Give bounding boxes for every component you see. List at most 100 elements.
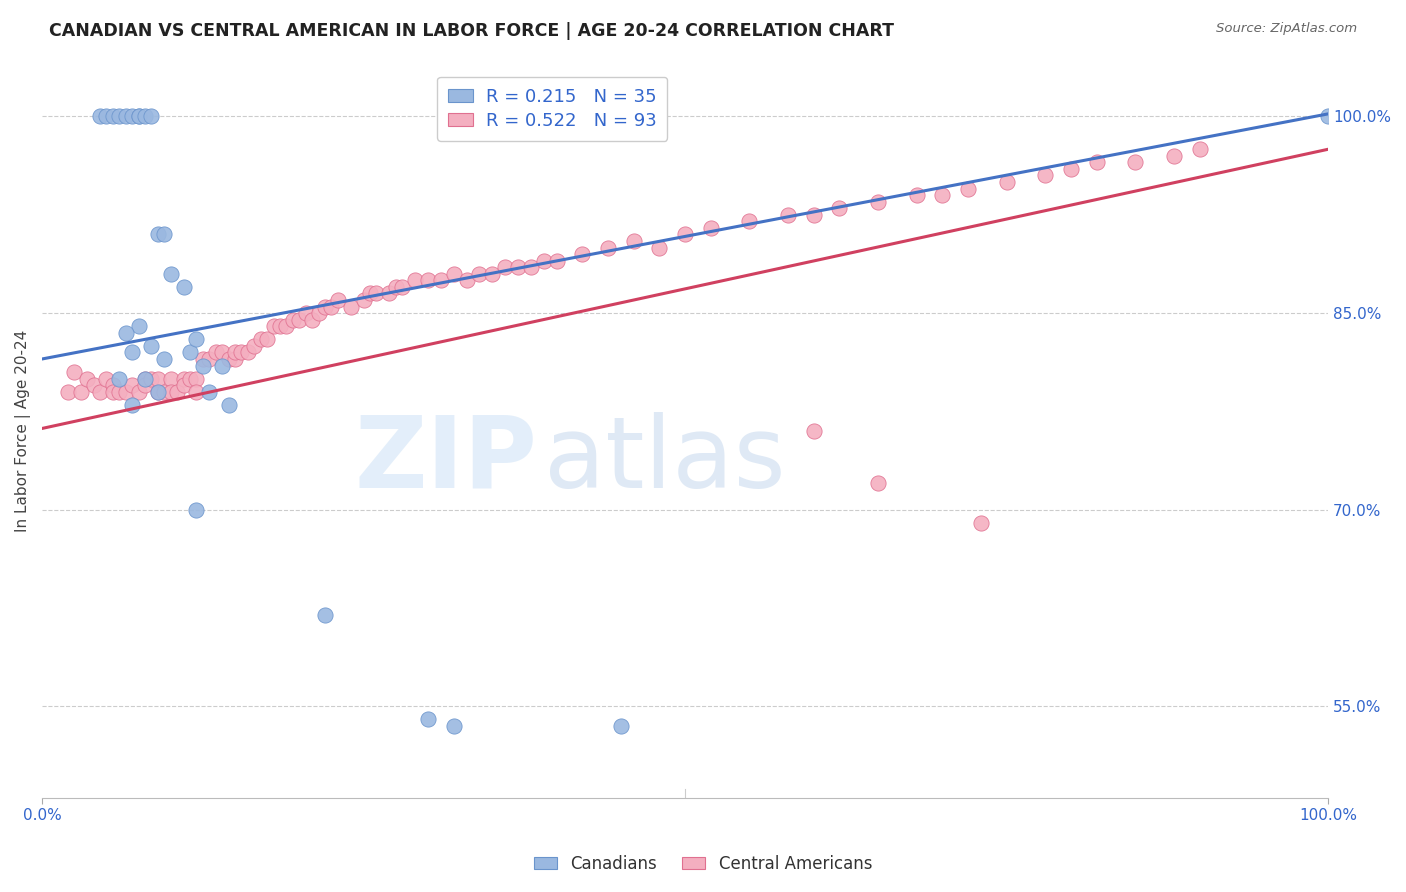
- Point: [96, 371, 118, 385]
- Point: [416, 713, 439, 727]
- Point: [76, 371, 98, 385]
- Point: [1163, 149, 1185, 163]
- Point: [866, 476, 889, 491]
- Point: [456, 273, 478, 287]
- Point: [353, 293, 375, 307]
- Point: [236, 345, 259, 359]
- Point: [134, 371, 156, 385]
- Point: [263, 319, 285, 334]
- Point: [1188, 142, 1211, 156]
- Point: [648, 241, 671, 255]
- Point: [186, 371, 208, 385]
- Point: [249, 332, 271, 346]
- Point: [141, 110, 163, 124]
- Point: [89, 384, 111, 399]
- Point: [146, 371, 169, 385]
- Point: [186, 384, 208, 399]
- Point: [146, 384, 169, 399]
- Point: [191, 359, 214, 373]
- Point: [173, 371, 195, 385]
- Point: [276, 319, 298, 334]
- Point: [776, 208, 799, 222]
- Text: CANADIAN VS CENTRAL AMERICAN IN LABOR FORCE | AGE 20-24 CORRELATION CHART: CANADIAN VS CENTRAL AMERICAN IN LABOR FO…: [49, 22, 894, 40]
- Point: [359, 286, 381, 301]
- Point: [108, 110, 131, 124]
- Point: [108, 384, 131, 399]
- Point: [224, 351, 246, 366]
- Point: [121, 398, 143, 412]
- Text: Source: ZipAtlas.com: Source: ZipAtlas.com: [1216, 22, 1357, 36]
- Point: [186, 332, 208, 346]
- Point: [391, 280, 413, 294]
- Point: [56, 384, 79, 399]
- Point: [404, 273, 426, 287]
- Point: [294, 306, 316, 320]
- Point: [141, 339, 163, 353]
- Point: [429, 273, 451, 287]
- Point: [141, 371, 163, 385]
- Point: [83, 378, 105, 392]
- Point: [159, 371, 181, 385]
- Point: [204, 345, 226, 359]
- Point: [673, 227, 696, 242]
- Point: [101, 384, 124, 399]
- Point: [166, 384, 188, 399]
- Legend: R = 0.215   N = 35, R = 0.522   N = 93: R = 0.215 N = 35, R = 0.522 N = 93: [437, 77, 668, 141]
- Point: [173, 378, 195, 392]
- Point: [931, 188, 953, 202]
- Point: [308, 306, 330, 320]
- Point: [1085, 155, 1108, 169]
- Point: [314, 300, 336, 314]
- Point: [128, 110, 150, 124]
- Point: [416, 273, 439, 287]
- Point: [623, 234, 645, 248]
- Point: [218, 398, 240, 412]
- Point: [89, 110, 111, 124]
- Point: [153, 384, 176, 399]
- Text: atlas: atlas: [544, 412, 786, 509]
- Point: [134, 110, 156, 124]
- Point: [828, 201, 851, 215]
- Point: [378, 286, 401, 301]
- Point: [443, 267, 465, 281]
- Legend: Canadians, Central Americans: Canadians, Central Americans: [527, 848, 879, 880]
- Text: ZIP: ZIP: [354, 412, 537, 509]
- Point: [191, 351, 214, 366]
- Point: [69, 384, 91, 399]
- Point: [546, 253, 568, 268]
- Point: [506, 260, 529, 275]
- Point: [468, 267, 491, 281]
- Point: [610, 719, 633, 733]
- Point: [520, 260, 543, 275]
- Point: [443, 719, 465, 733]
- Y-axis label: In Labor Force | Age 20-24: In Labor Force | Age 20-24: [15, 330, 31, 533]
- Point: [114, 110, 136, 124]
- Point: [970, 516, 993, 530]
- Point: [96, 110, 118, 124]
- Point: [366, 286, 388, 301]
- Point: [571, 247, 593, 261]
- Point: [905, 188, 928, 202]
- Point: [596, 241, 619, 255]
- Point: [494, 260, 516, 275]
- Point: [153, 227, 176, 242]
- Point: [179, 371, 201, 385]
- Point: [384, 280, 406, 294]
- Point: [803, 424, 825, 438]
- Point: [134, 371, 156, 385]
- Point: [256, 332, 278, 346]
- Point: [101, 378, 124, 392]
- Point: [314, 607, 336, 622]
- Point: [533, 253, 555, 268]
- Point: [159, 384, 181, 399]
- Point: [101, 110, 124, 124]
- Point: [243, 339, 266, 353]
- Point: [153, 351, 176, 366]
- Point: [198, 384, 221, 399]
- Point: [1033, 169, 1056, 183]
- Point: [128, 319, 150, 334]
- Point: [481, 267, 503, 281]
- Point: [339, 300, 361, 314]
- Point: [121, 378, 143, 392]
- Point: [288, 312, 311, 326]
